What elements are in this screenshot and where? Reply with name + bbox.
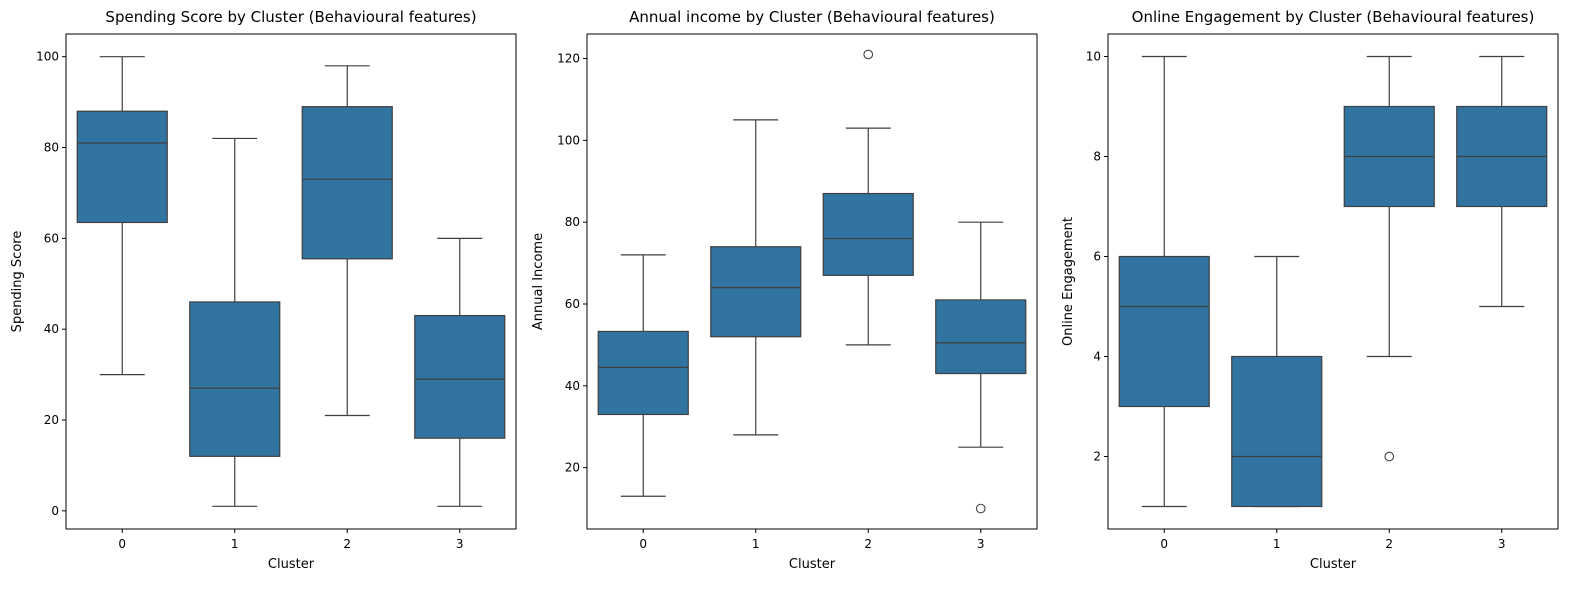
- y-tick-label: 0: [51, 504, 59, 518]
- y-tick-label: 60: [44, 231, 59, 245]
- axes-frame: [65, 33, 517, 530]
- box-0: [597, 254, 689, 497]
- x-tick-label: 1: [752, 537, 760, 551]
- y-axis-label: Online Engagement: [1061, 217, 1076, 346]
- x-tick-label: 3: [456, 537, 464, 551]
- box-iqr: [710, 246, 802, 338]
- box-iqr: [1118, 255, 1210, 408]
- y-tick-label: 40: [44, 322, 59, 336]
- box-iqr: [414, 314, 506, 439]
- chart-title: Spending Score by Cluster (Behavioural f…: [105, 8, 476, 26]
- y-tick-label: 4: [1093, 350, 1101, 364]
- box-2: [1343, 55, 1435, 462]
- y-tick-label: 2: [1093, 450, 1101, 464]
- y-tick-label: 80: [565, 215, 580, 229]
- chart-panel-0: Spending Score by Cluster (Behavioural f…: [10, 8, 517, 572]
- y-tick-label: 10: [1086, 50, 1101, 64]
- y-tick-label: 100: [557, 133, 580, 147]
- box-iqr: [1231, 355, 1323, 508]
- box-3: [1456, 55, 1548, 308]
- x-tick-label: 0: [118, 537, 126, 551]
- outlier-point: [863, 49, 874, 60]
- box-iqr: [189, 301, 281, 457]
- y-tick-label: 60: [565, 297, 580, 311]
- y-tick-label: 20: [565, 461, 580, 475]
- box-1: [189, 137, 281, 507]
- chart-panel-2: Online Engagement by Cluster (Behavioura…: [1061, 8, 1559, 572]
- box-3: [935, 221, 1027, 514]
- axes-frame: [586, 33, 1038, 530]
- box-0: [76, 56, 168, 376]
- box-3: [414, 237, 506, 507]
- y-tick-label: 120: [557, 52, 580, 66]
- x-tick-label: 0: [639, 537, 647, 551]
- x-tick-label: 2: [1385, 537, 1393, 551]
- x-tick-label: 2: [343, 537, 351, 551]
- x-tick-label: 1: [231, 537, 239, 551]
- y-tick-label: 20: [44, 413, 59, 427]
- x-tick-label: 3: [977, 537, 985, 551]
- box-iqr: [935, 299, 1027, 375]
- chart-title: Online Engagement by Cluster (Behavioura…: [1132, 8, 1535, 26]
- x-tick-label: 3: [1498, 537, 1506, 551]
- x-tick-label: 1: [1273, 537, 1281, 551]
- box-iqr: [301, 106, 393, 260]
- y-axis-label: Annual Income: [531, 233, 546, 330]
- box-1: [1231, 255, 1323, 508]
- box-1: [710, 119, 802, 436]
- box-iqr: [597, 330, 689, 416]
- chart-panel-1: Annual income by Cluster (Behavioural fe…: [531, 8, 1038, 572]
- chart-title: Annual income by Cluster (Behavioural fe…: [629, 8, 995, 26]
- outlier-point: [1384, 451, 1395, 462]
- y-tick-label: 40: [565, 379, 580, 393]
- box-0: [1118, 55, 1210, 508]
- x-axis-label: Cluster: [268, 557, 315, 572]
- y-tick-label: 80: [44, 141, 59, 155]
- x-axis-label: Cluster: [789, 557, 836, 572]
- box-iqr: [822, 192, 914, 276]
- x-axis-label: Cluster: [1310, 557, 1357, 572]
- y-tick-label: 8: [1093, 150, 1101, 164]
- outlier-point: [975, 503, 986, 514]
- y-tick-label: 6: [1093, 250, 1101, 264]
- x-tick-label: 0: [1160, 537, 1168, 551]
- box-iqr: [76, 110, 168, 224]
- y-tick-label: 100: [36, 50, 59, 64]
- box-2: [822, 49, 914, 346]
- box-2: [301, 65, 393, 417]
- axes-frame: [1107, 33, 1559, 530]
- y-axis-label: Spending Score: [10, 231, 25, 333]
- x-tick-label: 2: [864, 537, 872, 551]
